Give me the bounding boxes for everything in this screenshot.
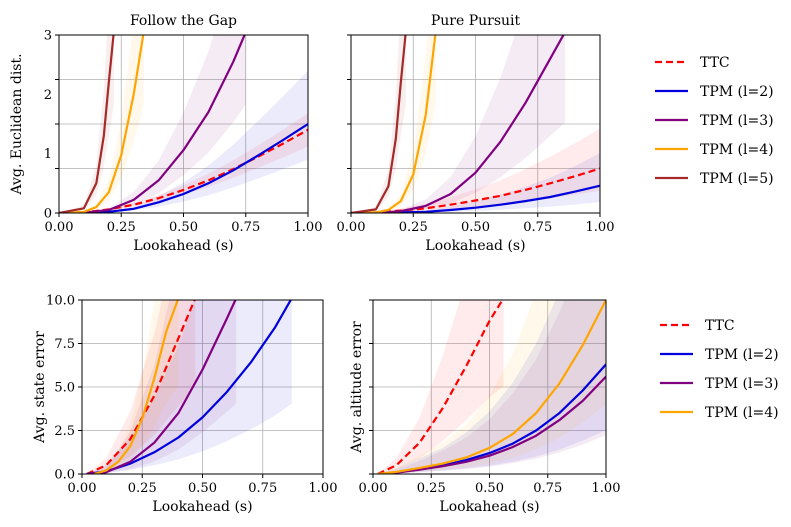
x-axis-label: Lookahead (s)	[133, 238, 233, 254]
panel-1: 0.00 0.25 0.50 0.75 1.00 0 1 2 3 Follow the Gap Lo…	[9, 13, 323, 254]
band-tpm-l-3	[86, 300, 237, 474]
x-tick-label: 1.00	[592, 481, 621, 496]
band-ttc	[377, 300, 504, 474]
line-tpm-l-3	[377, 375, 606, 474]
x-tick-label: 0.50	[475, 481, 504, 496]
band-tpm-l-3	[351, 35, 566, 213]
line-tpm-l-3	[59, 35, 246, 213]
panel-4: 0.00 0.25 0.50 0.75 1.00 Lookahead (s) Avg. al…	[349, 299, 621, 515]
bands	[377, 300, 606, 474]
line-tpm-l-4	[93, 300, 179, 474]
y-tick-label: 5.0	[54, 381, 75, 396]
band-tpm-l-5	[59, 35, 114, 213]
panel-3: 0.00 0.25 0.50 0.75 1.00 0.0 2.5 5.0 7.5 10.0 Look…	[32, 294, 338, 516]
x-tick-label: 0.50	[169, 220, 198, 235]
legend-1: TTC TPM (l=2) TPM (l=3) TPM (l=4) TPM (l=5)	[655, 55, 774, 187]
y-tick-label: 2	[44, 88, 52, 103]
legend-label-tpm-l-2: TPM (l=2)	[700, 84, 774, 100]
y-tick-label: 1	[44, 147, 52, 162]
legend-label-tpm-l-4: TPM (l=4)	[700, 142, 774, 158]
x-tick-label: 0.25	[417, 481, 446, 496]
legend-label-tpm-l-3: TPM (l=3)	[705, 376, 779, 392]
panel-title: Pure Pursuit	[431, 13, 521, 29]
legend-2: TTC TPM (l=2) TPM (l=3) TPM (l=4)	[660, 318, 779, 421]
x-tick-label: 0.00	[68, 481, 97, 496]
legend-label-ttc: TTC	[700, 55, 730, 71]
x-tick-label: 1.00	[586, 220, 615, 235]
line-tpm-l-3	[351, 35, 565, 213]
line-ttc	[59, 128, 308, 213]
y-axis-label: Avg. state error	[32, 331, 48, 444]
x-tick-label: 1.00	[294, 220, 323, 235]
x-tick-label: 0.50	[188, 481, 217, 496]
x-tick-label: 0.50	[461, 220, 490, 235]
x-tick-label: 0.25	[399, 220, 428, 235]
band-tpm-l-3	[59, 35, 246, 213]
x-tick-label: 0.75	[533, 481, 562, 496]
x-tick-label: 0.75	[523, 220, 552, 235]
x-axis-label: Lookahead (s)	[425, 238, 525, 254]
x-tick-label: 0.75	[248, 481, 277, 496]
x-tick-label: 0.00	[337, 220, 366, 235]
band-tpm-l-2	[59, 70, 308, 213]
band-ttc	[351, 128, 600, 213]
band-tpm-l-4	[59, 35, 144, 213]
band-tpm-l-4	[377, 300, 606, 474]
line-ttc	[377, 300, 504, 474]
band-tpm-l-4	[94, 300, 179, 474]
x-tick-label: 0.75	[231, 220, 260, 235]
y-tick-label: 0.0	[54, 468, 75, 483]
legend-label-tpm-l-5: TPM (l=5)	[700, 171, 774, 187]
bands	[86, 300, 292, 474]
band-tpm-l-4	[351, 35, 436, 213]
line-tpm-l-4	[377, 300, 606, 474]
legend-label-tpm-l-4: TPM (l=4)	[705, 405, 779, 421]
band-tpm-l-3	[377, 300, 606, 474]
band-ttc	[86, 300, 196, 474]
y-axis-label: Avg. Euclidean dist.	[9, 53, 25, 195]
line-tpm-l-4	[351, 35, 437, 213]
panel-2: 0.00 0.25 0.50 0.75 1.00 Pure Pursuit Lookahea…	[337, 13, 615, 254]
y-axis-label: Avg. altitude error	[349, 321, 365, 454]
y-tick-label: 0	[44, 207, 52, 222]
x-axis-label: Lookahead (s)	[439, 499, 539, 515]
y-tick-label: 10.0	[46, 294, 75, 309]
line-tpm-l-2	[59, 123, 308, 213]
y-tick-label: 2.5	[54, 424, 75, 439]
y-tick-label: 3	[44, 29, 52, 44]
y-tick-label: 7.5	[54, 337, 75, 352]
line-tpm-l-4	[59, 35, 145, 213]
band-tpm-l-2	[377, 300, 606, 474]
legend-label-tpm-l-2: TPM (l=2)	[705, 347, 779, 363]
legend-label-tpm-l-3: TPM (l=3)	[700, 113, 774, 129]
x-tick-label: 0.25	[107, 220, 136, 235]
line-tpm-l-5	[351, 35, 407, 213]
x-axis-label: Lookahead (s)	[152, 499, 252, 515]
x-tick-label: 0.00	[45, 220, 74, 235]
x-tick-label: 0.25	[128, 481, 157, 496]
x-tick-label: 0.00	[359, 481, 388, 496]
line-tpm-l-5	[59, 35, 115, 213]
line-ttc	[351, 167, 600, 213]
x-tick-label: 1.00	[309, 481, 338, 496]
line-tpm-l-3	[86, 300, 237, 474]
legend-label-ttc: TTC	[705, 318, 735, 334]
panel-title: Follow the Gap	[130, 13, 237, 29]
